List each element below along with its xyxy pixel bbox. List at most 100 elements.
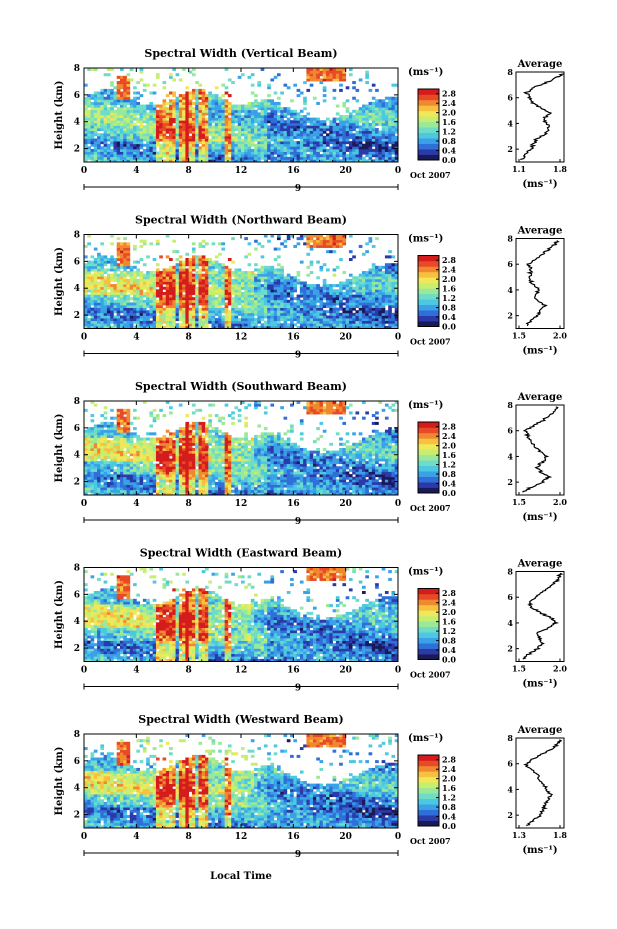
heatmap-cell [126,325,131,329]
heatmap-cell [152,154,157,158]
heatmap-cell [201,125,206,129]
heatmap-cell [126,263,131,267]
heatmap-cell [384,135,389,139]
heatmap-cell [316,239,320,243]
heatmap-cell [139,271,144,275]
heatmap-cell [90,138,95,142]
heatmap-cell [113,323,118,327]
heatmap-cell [280,146,284,150]
heatmap-cell [290,141,294,145]
heatmap-cell [103,148,108,152]
heatmap-cell [113,109,118,113]
heatmap-cell [116,109,121,113]
heatmap-cell [371,120,376,124]
heatmap-cell [136,109,140,113]
heatmap-cell [126,310,131,314]
heatmap-cell [368,117,373,121]
heatmap-cell [198,141,203,145]
heatmap-cell [142,239,147,243]
heatmap-cell [139,276,144,280]
heatmap-cell [119,154,124,158]
heatmap-cell [371,312,376,316]
heatmap-cell [169,276,173,280]
heatmap-cell [257,130,262,134]
heatmap-cell [319,73,324,77]
heatmap-cell [218,133,222,137]
heatmap-cell [195,130,199,134]
heatmap-cell [276,312,281,316]
heatmap-cell [165,281,170,285]
heatmap-cell [123,263,127,267]
heatmap-cell [293,315,297,319]
heatmap-cell [384,320,389,324]
heatmap-cell [273,271,278,275]
heatmap-cell [198,281,203,285]
heatmap-cell [254,307,258,311]
heatmap-cell [113,115,118,119]
heatmap-cell [129,289,134,293]
heatmap-cell [384,312,389,316]
heatmap-cell [381,323,386,327]
heatmap-cell [224,146,229,150]
heatmap-cell [165,115,170,119]
heatmap-cell [172,148,176,152]
heatmap-cell [303,135,307,139]
heatmap-cell [116,289,121,293]
heatmap-cell [185,156,190,160]
heatmap-cell [198,286,203,290]
heatmap-cell [110,91,114,95]
heatmap-cell [198,263,203,267]
heatmap-cell [227,281,232,285]
heatmap-cell [345,312,350,316]
heatmap-cell [348,73,353,77]
heatmap-cell [388,128,392,132]
heatmap-cell [257,276,262,280]
heatmap-cell [129,276,134,280]
heatmap-cell [250,83,255,87]
heatmap-cell [123,250,127,254]
heatmap-cell [335,325,340,329]
heatmap-cell [100,154,105,158]
heatmap-cell [182,265,186,269]
heatmap-cell [342,146,347,150]
heatmap-cell [335,68,340,72]
heatmap-cell [93,125,98,129]
heatmap-cell [368,294,373,298]
heatmap-cell [106,128,111,132]
heatmap-cell [290,125,294,129]
heatmap-cell [162,81,167,85]
heatmap-cell [221,138,226,142]
heatmap-cell [286,307,291,311]
heatmap-cell [358,78,363,82]
heatmap-cell [126,122,131,126]
heatmap-cell [87,471,91,475]
heatmap-cell [191,318,196,322]
heatmap-cell [159,315,163,319]
heatmap-cell [126,271,131,275]
heatmap-cell [136,271,140,275]
heatmap-cell [165,148,170,152]
heatmap-cell [241,143,245,147]
heatmap-cell [129,302,134,306]
heatmap-cell [90,419,95,423]
heatmap-cell [388,120,392,124]
heatmap-cell [162,281,167,285]
heatmap-cell [365,148,369,152]
heatmap-cell [296,128,301,132]
heatmap-cell [263,310,268,314]
heatmap-cell [378,146,383,150]
heatmap-cell [214,117,219,121]
heatmap-cell [365,117,369,121]
heatmap-cell [270,133,275,137]
heatmap-cell [97,104,101,108]
heatmap-cell [234,151,239,155]
heatmap-cell [178,325,183,329]
colorbar-tick-label: 0.4 [442,146,456,156]
heatmap-cell [247,289,252,293]
heatmap-cell [342,135,347,139]
heatmap-cell [97,440,101,444]
colorbar-tick-label: 0.0 [442,322,456,332]
heatmap-cell [172,104,176,108]
heatmap-cell [257,104,262,108]
heatmap-cell [201,130,206,134]
